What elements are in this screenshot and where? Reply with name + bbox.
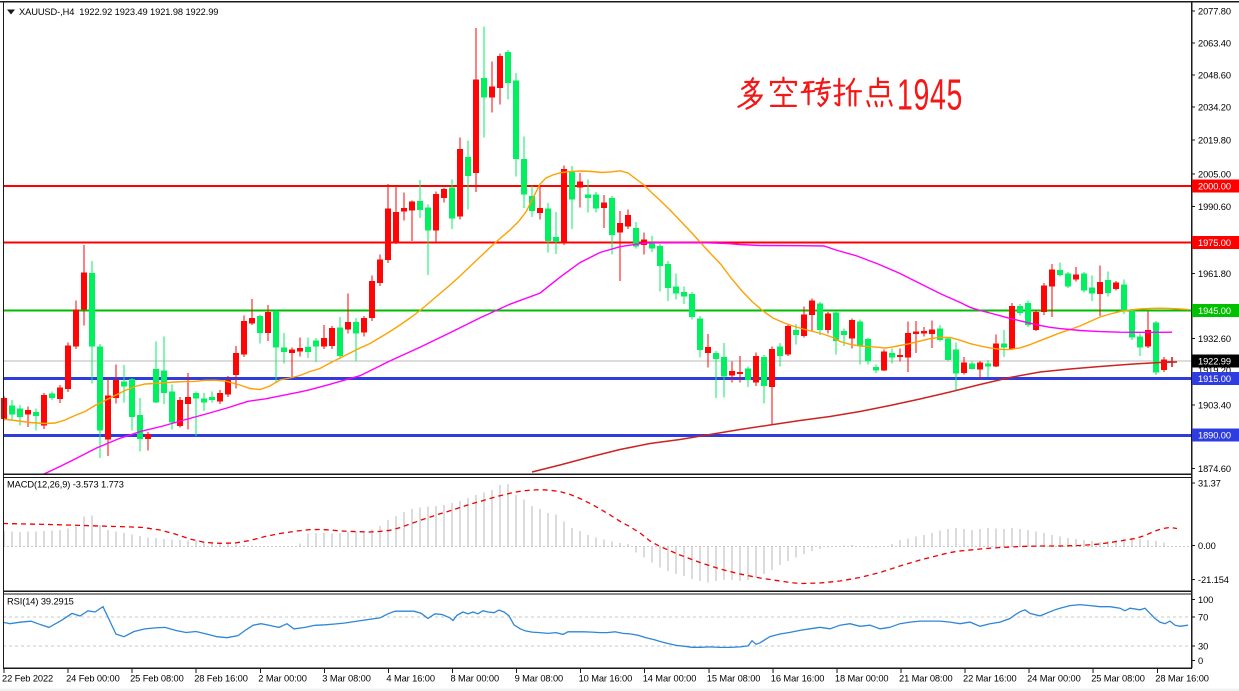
svg-text:2077.80: 2077.80 bbox=[1198, 7, 1231, 17]
svg-text:22 Feb 2022: 22 Feb 2022 bbox=[2, 674, 53, 684]
svg-text:8 Mar 00:00: 8 Mar 00:00 bbox=[451, 674, 500, 684]
svg-text:1874.60: 1874.60 bbox=[1198, 464, 1231, 474]
svg-text:0: 0 bbox=[1198, 656, 1203, 666]
svg-text:16 Mar 16:00: 16 Mar 16:00 bbox=[771, 674, 825, 684]
svg-text:1990.60: 1990.60 bbox=[1198, 202, 1231, 212]
svg-text:1922.99: 1922.99 bbox=[1198, 357, 1231, 367]
svg-text:2 Mar 00:00: 2 Mar 00:00 bbox=[258, 674, 307, 684]
svg-text:100: 100 bbox=[1198, 595, 1213, 605]
svg-text:28 Feb 16:00: 28 Feb 16:00 bbox=[194, 674, 248, 684]
svg-text:0.00: 0.00 bbox=[1198, 541, 1216, 551]
svg-text:24 Feb 00:00: 24 Feb 00:00 bbox=[66, 674, 120, 684]
svg-text:15 Mar 08:00: 15 Mar 08:00 bbox=[707, 674, 761, 684]
svg-text:25 Mar 08:00: 25 Mar 08:00 bbox=[1091, 674, 1145, 684]
svg-text:18 Mar 00:00: 18 Mar 00:00 bbox=[835, 674, 889, 684]
svg-text:XAUUSD-,H4 1922.92 1923.49 19: XAUUSD-,H4 1922.92 1923.49 1921.98 1922.… bbox=[19, 7, 218, 17]
svg-text:-21.154: -21.154 bbox=[1198, 575, 1229, 585]
svg-text:25 Feb 08:00: 25 Feb 08:00 bbox=[130, 674, 184, 684]
svg-text:1903.40: 1903.40 bbox=[1198, 401, 1231, 411]
svg-text:9 Mar 08:00: 9 Mar 08:00 bbox=[515, 674, 564, 684]
svg-text:1945: 1945 bbox=[897, 70, 963, 119]
svg-text:2034.20: 2034.20 bbox=[1198, 103, 1231, 113]
svg-text:RSI(14) 39.2915: RSI(14) 39.2915 bbox=[7, 597, 74, 607]
svg-text:21 Mar 08:00: 21 Mar 08:00 bbox=[899, 674, 953, 684]
svg-text:1915.00: 1915.00 bbox=[1198, 374, 1231, 384]
svg-text:1919.20: 1919.20 bbox=[1198, 366, 1231, 376]
svg-text:14 Mar 00:00: 14 Mar 00:00 bbox=[643, 674, 697, 684]
svg-text:28 Mar 16:00: 28 Mar 16:00 bbox=[1155, 674, 1209, 684]
svg-text:24 Mar 00:00: 24 Mar 00:00 bbox=[1027, 674, 1081, 684]
svg-text:2019.80: 2019.80 bbox=[1198, 136, 1231, 146]
svg-text:4 Mar 16:00: 4 Mar 16:00 bbox=[386, 674, 435, 684]
svg-text:2005.00: 2005.00 bbox=[1198, 170, 1231, 180]
svg-text:2000.00: 2000.00 bbox=[1198, 182, 1231, 192]
svg-text:10 Mar 16:00: 10 Mar 16:00 bbox=[579, 674, 633, 684]
svg-text:1932.60: 1932.60 bbox=[1198, 334, 1231, 344]
svg-text:3 Mar 08:00: 3 Mar 08:00 bbox=[322, 674, 371, 684]
svg-text:31.37: 31.37 bbox=[1198, 479, 1221, 489]
svg-text:70: 70 bbox=[1198, 613, 1208, 623]
svg-text:1975.00: 1975.00 bbox=[1198, 238, 1231, 248]
svg-text:30: 30 bbox=[1198, 642, 1208, 652]
svg-text:22 Mar 16:00: 22 Mar 16:00 bbox=[963, 674, 1017, 684]
svg-text:1961.80: 1961.80 bbox=[1198, 269, 1231, 279]
svg-text:1890.00: 1890.00 bbox=[1198, 431, 1231, 441]
svg-text:MACD(12,26,9) -3.573 1.773: MACD(12,26,9) -3.573 1.773 bbox=[7, 480, 124, 490]
svg-text:2063.40: 2063.40 bbox=[1198, 39, 1231, 49]
svg-text:2048.60: 2048.60 bbox=[1198, 71, 1231, 81]
svg-text:1945.00: 1945.00 bbox=[1198, 306, 1231, 316]
